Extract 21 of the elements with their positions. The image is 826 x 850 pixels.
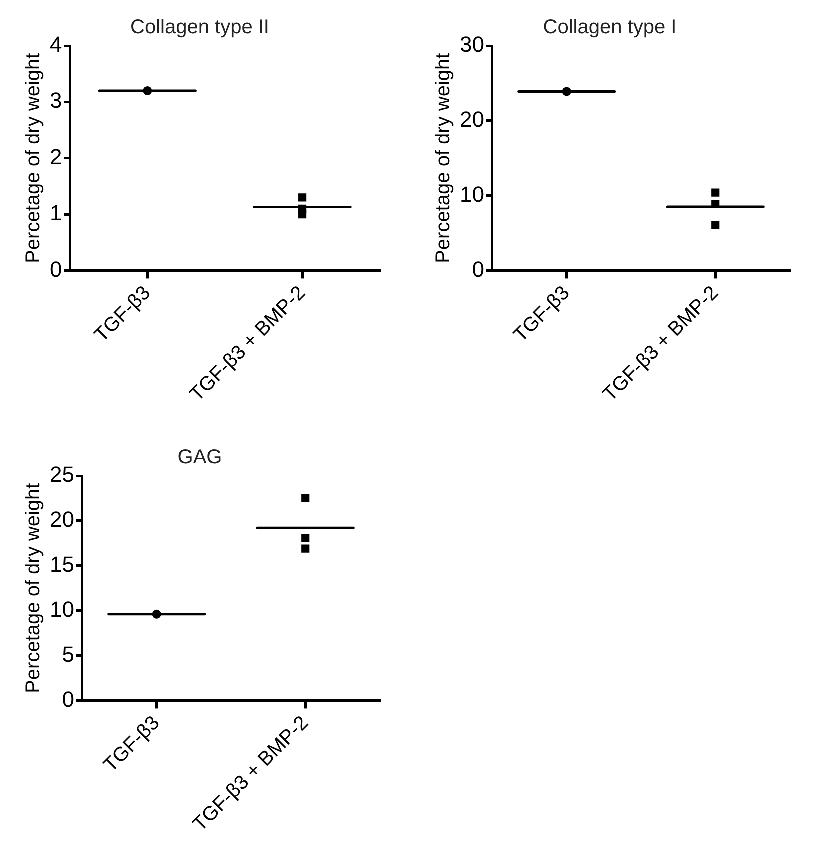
y-tick-label: 30	[460, 32, 484, 58]
chart-title: GAG	[178, 446, 222, 469]
chart-title: Collagen type II	[130, 16, 270, 39]
y-tick-label: 3	[50, 88, 62, 114]
y-axis-title: Percetage of dry weight	[22, 52, 45, 264]
y-tick-label: 5	[62, 642, 74, 667]
y-tick-label: 20	[50, 507, 74, 532]
y-tick-label: 10	[50, 596, 74, 622]
y-tick-label: 2	[50, 144, 62, 170]
y-tick-label: 10	[460, 182, 484, 207]
y-tick-label: 20	[460, 106, 484, 132]
y-tick-label: 0	[62, 686, 74, 712]
chart-title: Collagen type I	[543, 16, 677, 39]
y-axis-title: Percetage of dry weight	[432, 52, 455, 264]
y-axis-title: Percetage of dry weight	[22, 482, 45, 694]
y-tick-label: 25	[50, 462, 74, 488]
y-tick-label: 15	[50, 552, 74, 577]
y-tick-label: 0	[472, 256, 484, 282]
y-tick-label: 4	[50, 32, 62, 58]
y-tick-label: 0	[50, 256, 62, 282]
y-tick-label: 1	[50, 200, 62, 226]
